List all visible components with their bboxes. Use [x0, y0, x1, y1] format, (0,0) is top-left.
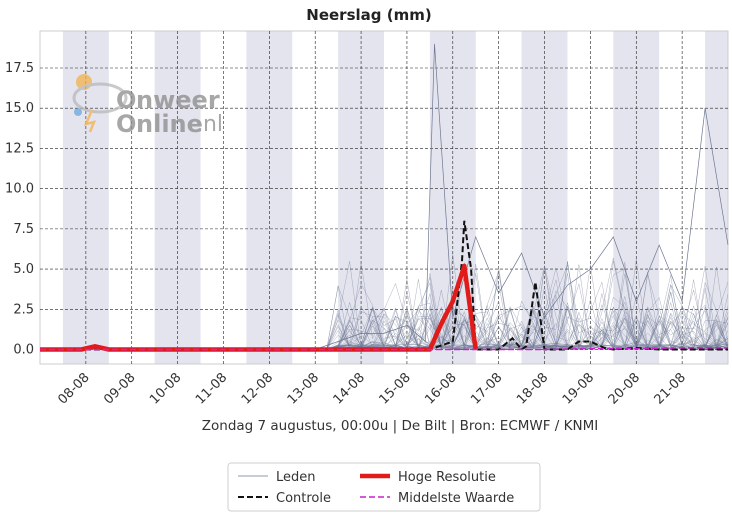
x-tick-label: 13-08 [285, 370, 322, 407]
plot-frame [39, 30, 729, 365]
series-line-middelste-waarde [40, 347, 728, 351]
ensemble-member-line-17 [315, 306, 729, 350]
x-tick-label: 15-08 [376, 370, 413, 407]
x-tick-label: 20-08 [606, 370, 643, 407]
legend: Leden Controle Hoge Resolutie Middelste … [227, 462, 541, 512]
series-line-leden [40, 43, 729, 350]
y-axis-ticks: 0.0 2.5 5.0 7.5 10.0 12.5 15.0 17.5 [5, 61, 34, 358]
grid-lines [40, 31, 728, 364]
legend-label-leden: Leden [276, 470, 316, 485]
cloud-icon [72, 82, 128, 114]
y-tick-label: 15.0 [5, 101, 34, 116]
x-tick-label: 19-08 [560, 370, 597, 407]
x-axis-ticks: 08-08 09-08 10-08 11-08 12-08 13-08 14-08 15-08… [55, 370, 689, 407]
x-tick-label: 18-08 [514, 370, 551, 407]
ensemble-member-line-31 [315, 271, 729, 350]
y-tick-label: 17.5 [5, 61, 34, 76]
x-tick-label: 21-08 [652, 370, 689, 407]
ensemble-member-line-36 [315, 260, 729, 350]
x-tick-label: 09-08 [101, 370, 138, 407]
y-tick-label: 5.0 [13, 262, 34, 277]
x-tick-label: 08-08 [55, 370, 92, 407]
x-tick-label: 14-08 [331, 370, 368, 407]
legend-label-controle: Controle [276, 491, 331, 506]
weekend-band-7 [705, 31, 728, 364]
series-lines [40, 43, 729, 352]
x-tick-label: 16-08 [422, 370, 459, 407]
y-tick-label: 0.0 [13, 343, 34, 358]
svg-text:.nl: .nl [196, 112, 223, 137]
legend-label-hoge-resolutie: Hoge Resolutie [398, 470, 496, 485]
x-tick-label: 17-08 [468, 370, 505, 407]
y-tick-label: 7.5 [13, 222, 34, 237]
series-line-controle [40, 220, 728, 351]
chart-subtitle: Zondag 7 augustus, 00:00u | De Bilt | Br… [202, 418, 598, 434]
x-tick-label: 12-08 [239, 370, 276, 407]
x-tick-label: 10-08 [147, 370, 184, 407]
svg-text:O: O [116, 86, 136, 114]
svg-text:nweer: nweer [136, 86, 220, 114]
svg-text:O: O [116, 110, 136, 138]
y-tick-label: 12.5 [5, 141, 34, 156]
legend-label-middelste-waarde: Middelste Waarde [398, 491, 514, 506]
y-tick-label: 2.5 [13, 302, 34, 317]
ensemble-member-line-37 [315, 262, 729, 350]
chart-title: Neerslag (mm) [306, 6, 431, 24]
x-tick-label: 11-08 [193, 370, 230, 407]
y-tick-label: 10.0 [5, 182, 34, 197]
svg-text:nline: nline [136, 110, 203, 138]
onweeronline-logo: O nweer O nline .nl [72, 74, 223, 138]
